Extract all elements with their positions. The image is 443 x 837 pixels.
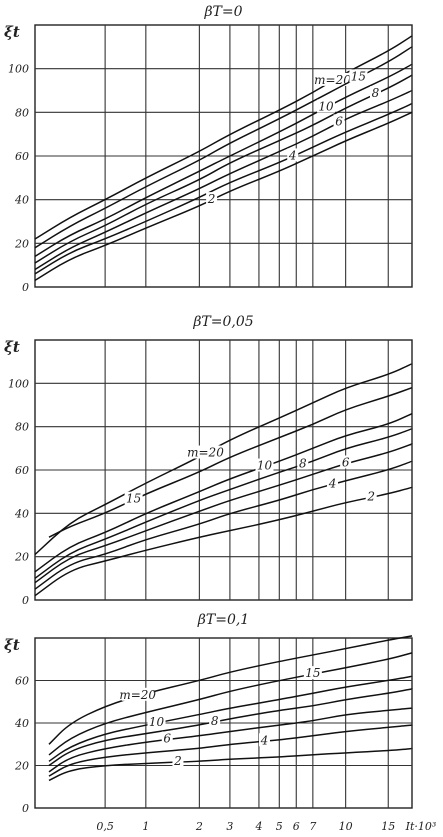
curve-15	[34, 46, 413, 249]
curve-4	[48, 724, 413, 777]
x-tick-label: 15	[381, 820, 395, 833]
curve-label-backdrop	[316, 72, 349, 86]
curve-label-backdrop	[255, 458, 274, 472]
curve-6	[48, 707, 413, 773]
curve-label-backdrop	[340, 455, 352, 469]
curve-label: 10	[318, 100, 334, 114]
x-tick-label: 1	[142, 820, 149, 833]
curve-label: 6	[342, 456, 350, 470]
curve-2	[34, 111, 413, 282]
curve-label: 4	[328, 476, 337, 490]
y-tick-label: 0	[22, 281, 29, 294]
x-tick-label: 0,5	[96, 820, 114, 833]
curve-label: 2	[366, 489, 375, 503]
curve-10	[34, 63, 413, 258]
curve-10	[34, 413, 413, 573]
curve-label: 4	[288, 148, 297, 162]
curve-label-backdrop	[161, 731, 173, 745]
curve-label: 8	[299, 457, 307, 471]
y-tick-label: 100	[8, 377, 29, 390]
y-axis-label: ξt	[4, 636, 20, 654]
curve-m-20	[34, 363, 413, 556]
curve-label: m=20	[314, 73, 351, 87]
curve-label: 8	[211, 714, 219, 728]
curve-8	[34, 74, 413, 264]
curve-15	[48, 652, 413, 756]
curve-label-backdrop	[189, 445, 222, 459]
curve-label: 15	[126, 492, 141, 506]
curve-m-20	[48, 635, 413, 745]
x-tick-label: 7	[309, 820, 316, 833]
curve-label-backdrop	[172, 754, 184, 768]
curve-label-backdrop	[349, 69, 368, 83]
x-axis-unit-label: It·10³	[405, 820, 437, 833]
y-tick-label: 60	[15, 150, 29, 163]
curve-label: 10	[149, 715, 165, 729]
y-tick-label: 80	[15, 106, 29, 119]
y-tick-label: 60	[15, 675, 29, 688]
curve-label: 8	[372, 86, 380, 100]
curve-2	[34, 486, 413, 597]
curve-label-backdrop	[365, 489, 377, 503]
curve-8	[48, 688, 413, 767]
curve-4	[34, 102, 413, 275]
x-tick-label: 6	[293, 820, 300, 833]
y-tick-label: 20	[14, 551, 29, 564]
panel-title: βT=0	[203, 4, 242, 20]
curve-label: 2	[173, 754, 182, 768]
curve-label-backdrop	[209, 713, 221, 727]
curve-label-backdrop	[124, 491, 143, 505]
y-tick-label: 40	[14, 717, 29, 730]
y-tick-label: 0	[22, 802, 29, 815]
y-tick-label: 100	[8, 63, 29, 76]
curve-label-backdrop	[333, 114, 345, 128]
curve-label-backdrop	[316, 99, 335, 113]
curve-4	[34, 460, 413, 590]
curve-6	[34, 443, 413, 584]
y-axis-label: ξt	[4, 23, 20, 41]
y-tick-label: 40	[14, 507, 29, 520]
panel-title: βT=0,05	[192, 314, 253, 330]
curve-label: 2	[207, 192, 216, 206]
x-tick-label: 4	[254, 820, 262, 833]
curve-label-backdrop	[287, 148, 299, 162]
curve-label-backdrop	[147, 715, 166, 728]
curve-15	[48, 386, 413, 538]
curve-label: m=20	[119, 688, 156, 702]
curve-label-backdrop	[258, 733, 270, 747]
curve-label-backdrop	[303, 666, 322, 680]
curve-label-backdrop	[206, 192, 218, 206]
curve-label: m=20	[187, 446, 224, 460]
y-axis-label: ξt	[4, 338, 20, 356]
y-tick-label: 20	[14, 237, 29, 250]
y-tick-label: 40	[14, 194, 29, 207]
curve-10	[48, 675, 413, 762]
curve-label-backdrop	[369, 86, 381, 100]
panel-title: βT=0,1	[197, 612, 249, 628]
curve-label-backdrop	[121, 687, 154, 701]
x-tick-label: 10	[339, 820, 353, 833]
y-tick-label: 60	[15, 464, 29, 477]
x-tick-label: 3	[226, 820, 233, 833]
curve-8	[34, 428, 413, 579]
curve-2	[48, 747, 413, 782]
curve-label: 10	[257, 459, 273, 473]
x-tick-label: 2	[195, 820, 203, 833]
curve-m-20	[34, 35, 413, 240]
y-tick-label: 20	[14, 760, 29, 773]
curve-label: 15	[351, 69, 366, 83]
x-tick-label: 5	[276, 820, 283, 833]
curve-label: 4	[260, 733, 269, 747]
curve-label-backdrop	[297, 456, 309, 470]
y-tick-label: 80	[15, 421, 29, 434]
curve-label: 6	[335, 114, 343, 128]
y-tick-label: 0	[22, 594, 29, 607]
curve-label: 15	[305, 666, 320, 680]
curve-6	[34, 89, 413, 271]
curve-label-backdrop	[327, 476, 339, 490]
curve-label: 6	[163, 732, 171, 746]
